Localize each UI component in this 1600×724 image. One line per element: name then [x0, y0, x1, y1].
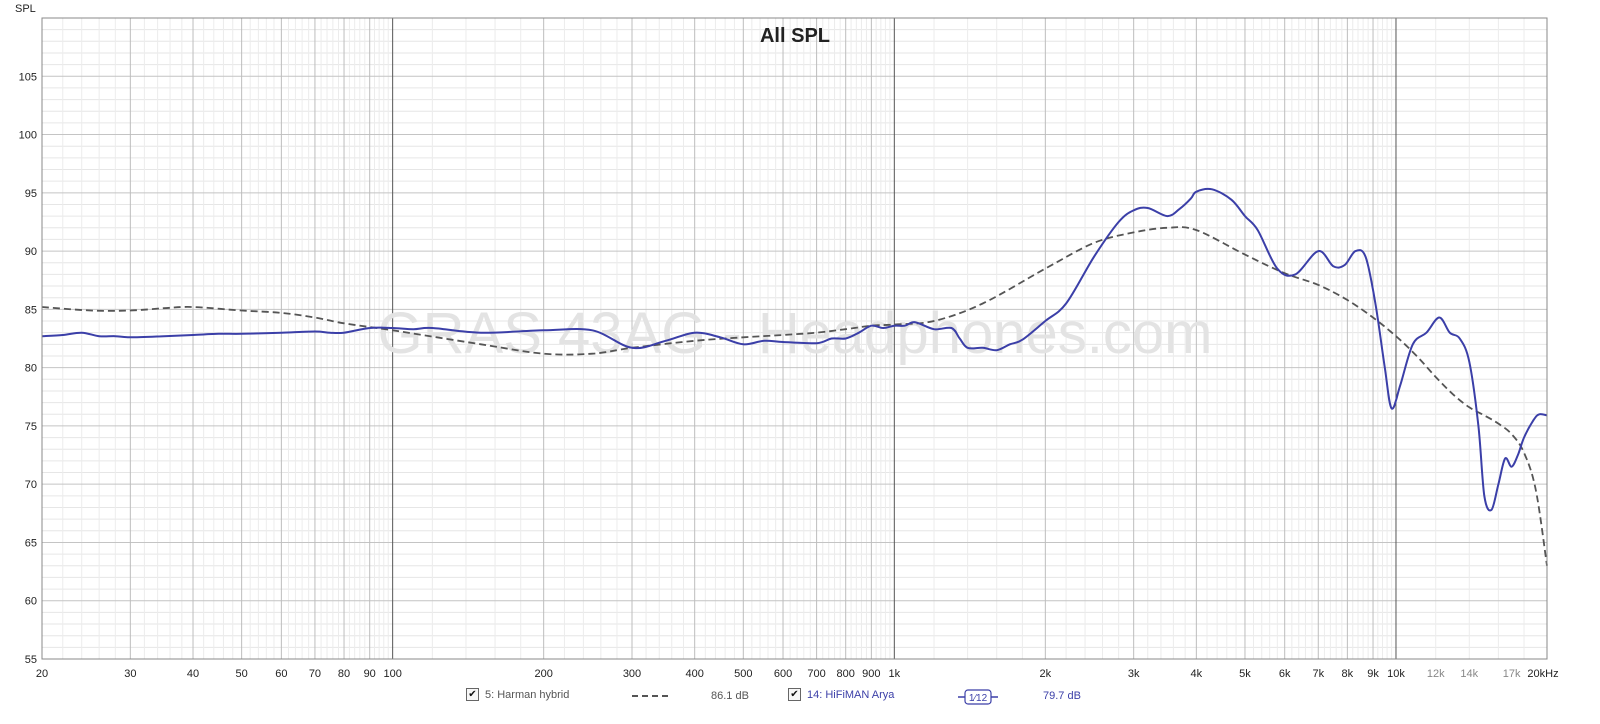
x-tick-label: 90 — [364, 668, 376, 680]
chart-title: All SPL — [760, 25, 830, 47]
legend: ✔ 5: Harman hybrid 86.1 dB ✔ 14: HiFiMAN… — [0, 688, 1600, 708]
x-tick-label: 5k — [1239, 668, 1251, 680]
y-tick-label: 95 — [25, 188, 37, 200]
x-tick-label: 12k — [1427, 668, 1445, 680]
x-tick-label: 40 — [187, 668, 199, 680]
y-tick-labels: 55 60 65 70 75 80 85 90 95 100 105 — [19, 71, 37, 666]
y-axis-label: SPL — [15, 3, 36, 15]
x-tick-label: 10k — [1387, 668, 1405, 680]
x-tick-label: 3k — [1128, 668, 1140, 680]
legend-item-harman-hybrid[interactable]: ✔ 5: Harman hybrid — [466, 688, 569, 701]
x-tick-label: 14k — [1460, 668, 1478, 680]
grid-major — [41, 17, 1548, 660]
x-tick-label: 900 — [862, 668, 880, 680]
x-tick-label: 20 — [36, 668, 48, 680]
legend-swatch-dashed — [632, 695, 668, 697]
y-tick-label: 65 — [25, 537, 37, 549]
x-tick-label: 400 — [686, 668, 704, 680]
x-tick-label: 17k — [1503, 668, 1521, 680]
x-tick-label: 800 — [837, 668, 855, 680]
y-tick-label: 55 — [25, 654, 37, 666]
x-tick-labels: 20 30 40 50 60 70 80 90 100 200 300 400 500 600 700 800… — [36, 668, 1559, 680]
grid-minor — [42, 18, 1547, 659]
y-tick-label: 90 — [25, 246, 37, 258]
legend-swatch-solid: 1⁄12 — [958, 689, 998, 705]
x-tick-label: 300 — [623, 668, 641, 680]
smoothing-label: 1⁄12 — [969, 693, 988, 704]
y-tick-label: 70 — [25, 479, 37, 491]
legend-value-hifiman-arya: 79.7 dB — [1043, 690, 1081, 702]
y-tick-label: 60 — [25, 596, 37, 608]
plot-background — [42, 18, 1547, 659]
x-tick-label: 50 — [236, 668, 248, 680]
x-tick-label: 9k — [1367, 668, 1379, 680]
x-tick-label: 8k — [1342, 668, 1354, 680]
y-tick-label: 105 — [19, 71, 37, 83]
x-tick-label: 700 — [807, 668, 825, 680]
x-tick-label: 4k — [1191, 668, 1203, 680]
x-tick-label: 70 — [309, 668, 321, 680]
watermark: GRAS 43AG - Headphones.com — [378, 301, 1213, 366]
legend-label-hifiman-arya: 14: HiFiMAN Arya — [807, 688, 895, 701]
x-tick-label: 200 — [534, 668, 552, 680]
checkbox-harman-hybrid[interactable]: ✔ — [466, 688, 479, 701]
x-tick-label: 7k — [1312, 668, 1324, 680]
x-tick-label: 20kHz — [1527, 668, 1558, 680]
x-tick-label: 6k — [1279, 668, 1291, 680]
x-tick-label: 80 — [338, 668, 350, 680]
smoothing-indicator[interactable]: 1⁄12 — [958, 689, 998, 705]
series-line-hifiman-arya — [41, 187, 1548, 512]
checkbox-hifiman-arya[interactable]: ✔ — [788, 688, 801, 701]
legend-item-hifiman-arya[interactable]: ✔ 14: HiFiMAN Arya — [788, 688, 894, 701]
legend-value-harman-hybrid: 86.1 dB — [711, 690, 749, 702]
plot-frame — [41, 17, 1548, 660]
x-tick-label: 100 — [383, 668, 401, 680]
x-tick-label: 60 — [275, 668, 287, 680]
y-tick-label: 85 — [25, 304, 37, 316]
x-tick-label: 2k — [1040, 668, 1052, 680]
x-tick-label: 500 — [734, 668, 752, 680]
x-tick-label: 600 — [774, 668, 792, 680]
y-tick-label: 75 — [25, 421, 37, 433]
x-tick-label: 1k — [889, 668, 901, 680]
x-tick-label: 30 — [124, 668, 136, 680]
y-tick-label: 100 — [19, 130, 37, 142]
legend-label-harman-hybrid: 5: Harman hybrid — [485, 688, 570, 701]
y-tick-label: 80 — [25, 363, 37, 375]
series-line-harman-hybrid — [41, 226, 1548, 566]
